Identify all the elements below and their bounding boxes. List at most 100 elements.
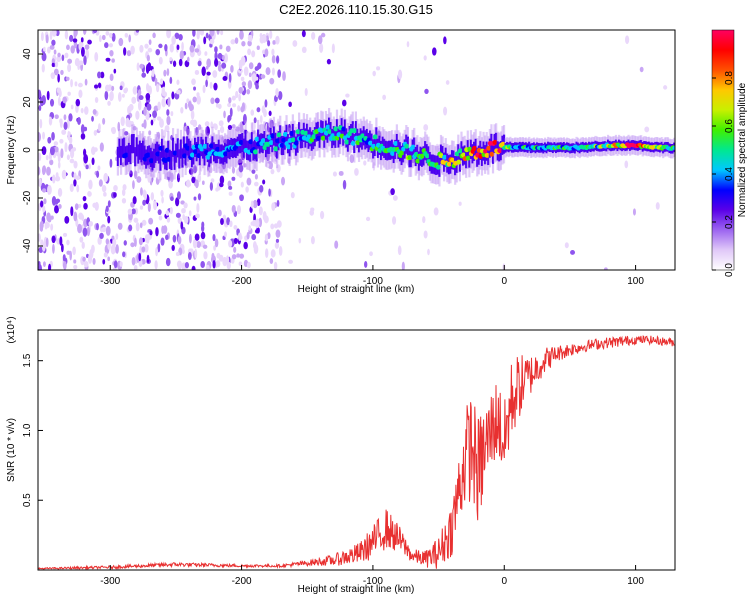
spectrogram-noise-cell [128, 34, 132, 43]
spectrogram-noise-cell [119, 85, 123, 91]
spectrogram-noise-cell [147, 47, 153, 53]
spectrogram-noise-cell [210, 97, 215, 105]
spectrogram-noise-cell [270, 150, 276, 159]
spectrogram-ridge-core [173, 150, 176, 170]
y-tick-label: 20 [22, 96, 33, 108]
spectrogram-noise-cell [169, 76, 173, 85]
spectrogram-noise-cell [212, 233, 216, 242]
spectrogram-noise-cell [158, 56, 163, 65]
spectrogram-noise-cell [133, 217, 139, 223]
spectrogram-noise-cell [42, 131, 45, 140]
spectrogram-noise-cell [127, 208, 133, 215]
spectrogram-noise-cell [138, 95, 144, 101]
spectrogram-ridge-core [181, 148, 184, 168]
spectrogram-noise-cell [81, 214, 85, 221]
spectrogram-noise-cell [69, 34, 74, 42]
spectrogram-noise-cell [212, 70, 218, 78]
spectrogram-y-ticks: -40 -20 0 20 40 [22, 48, 43, 253]
spectrogram-ridge-peak [208, 143, 214, 149]
spectrogram-ridge-core [159, 151, 162, 171]
spectrogram-noise-cell [332, 171, 338, 177]
spectrogram-noise-cell [372, 70, 376, 77]
spectrogram-noise-cell [121, 93, 125, 98]
spectrogram-ridge-peak [260, 138, 266, 144]
spectrogram-noise-cell [111, 58, 115, 63]
spectrogram-noise-cell [123, 240, 127, 246]
spectrogram-ridge-core [127, 142, 131, 163]
spectrogram-noise-cell [66, 239, 70, 246]
spectrogram-noise-cell [153, 200, 157, 211]
spectrogram-noise-cell [275, 238, 280, 243]
spectrogram-noise-cell [235, 126, 240, 132]
spectrogram-noise-cell [70, 78, 73, 88]
spectrogram-noise-cell [94, 52, 99, 62]
spectrogram-noise-cell [176, 44, 180, 51]
spectrogram-noise-cell [101, 226, 107, 233]
spectrogram-noise-cell [241, 81, 247, 87]
spectrogram-noise-cell [216, 252, 221, 259]
spectrogram-noise-cell [70, 206, 74, 217]
spectrogram-noise-cell [41, 63, 45, 73]
spectrogram-noise-cell [68, 113, 73, 122]
spectrogram-noise-cell [109, 49, 114, 57]
spectrogram-ridge-peak [372, 134, 378, 140]
spectrogram-noise-cell [120, 116, 125, 127]
spectrogram-noise-cell [205, 126, 210, 136]
spectrogram-noise-cell [220, 30, 224, 36]
spectrogram-noise-cell [262, 179, 266, 185]
spectrogram-noise-cell [186, 56, 190, 63]
spectrogram-noise-cell [51, 235, 56, 244]
spectrogram-noise-cell [251, 234, 257, 241]
spectrogram-noise-cell [256, 107, 261, 113]
spectrogram-noise-cell [107, 256, 110, 262]
spectrogram-noise-cell [237, 232, 242, 241]
spectrogram-noise-cell [271, 156, 275, 164]
snr-x-label: Height of straight line (km) [298, 584, 415, 595]
spectrogram-noise-cell [256, 198, 261, 207]
spectrogram-noise-cell [84, 106, 89, 115]
spectrogram-noise-cell [199, 164, 203, 172]
spectrogram-ridge-peak [407, 155, 413, 161]
spectrogram-noise-cell [124, 33, 129, 38]
spectrogram-noise-cell [74, 203, 79, 210]
spectrogram-noise-cell [219, 182, 224, 188]
spectrogram-noise-cell [126, 50, 132, 57]
spectrogram-noise-cell [62, 96, 68, 104]
spectrogram-noise-cell [52, 243, 55, 254]
spectrogram-noise-cell [169, 57, 173, 62]
spectrogram-noise-cell [254, 76, 259, 81]
spectrogram-noise-cell [139, 245, 143, 256]
spectrogram-noise-cell [194, 233, 200, 241]
spectrogram-noise-cell [239, 125, 244, 133]
spectrogram-noise-cell [203, 251, 208, 260]
spectrogram-ridge-peak [489, 151, 495, 157]
spectrogram-noise-cell [168, 180, 173, 189]
spectrogram-noise-cell [64, 215, 70, 224]
spectrogram-noise-cell [231, 124, 236, 129]
spectrogram-noise-cell [235, 90, 239, 99]
spectrogram-noise-cell [269, 77, 275, 85]
spectrogram-noise-cell [175, 251, 180, 257]
spectrogram-noise-cell [74, 81, 78, 87]
spectrogram-noise-cell [147, 85, 152, 96]
spectrogram-noise-cell [180, 200, 185, 205]
spectrogram-noise-cell [248, 225, 252, 231]
spectrogram-noise-cell [189, 103, 193, 110]
spectrogram-noise-cell [55, 61, 59, 68]
spectrogram-noise-cell [655, 202, 660, 210]
spectrogram-noise-cell [248, 72, 252, 78]
spectrogram-noise-cell [278, 246, 283, 256]
spectrogram-ridge-core [171, 137, 175, 157]
spectrogram-ridge-peak [393, 141, 399, 147]
spectrogram-ridge-peak [148, 158, 154, 164]
spectrogram-noise-cell [134, 237, 137, 247]
spectrogram-ridge-peak [155, 151, 161, 157]
x-tick-label: 0 [501, 576, 507, 587]
spectrogram-ridge-peak [185, 145, 191, 151]
spectrogram-noise-cell [236, 253, 240, 258]
spectrogram-noise-cell [247, 34, 253, 42]
spectrogram-noise-cell [121, 188, 126, 197]
spectrogram-noise-cell [57, 52, 61, 58]
spectrogram-noise-cell [70, 148, 75, 159]
spectrogram-noise-cell [194, 248, 198, 259]
